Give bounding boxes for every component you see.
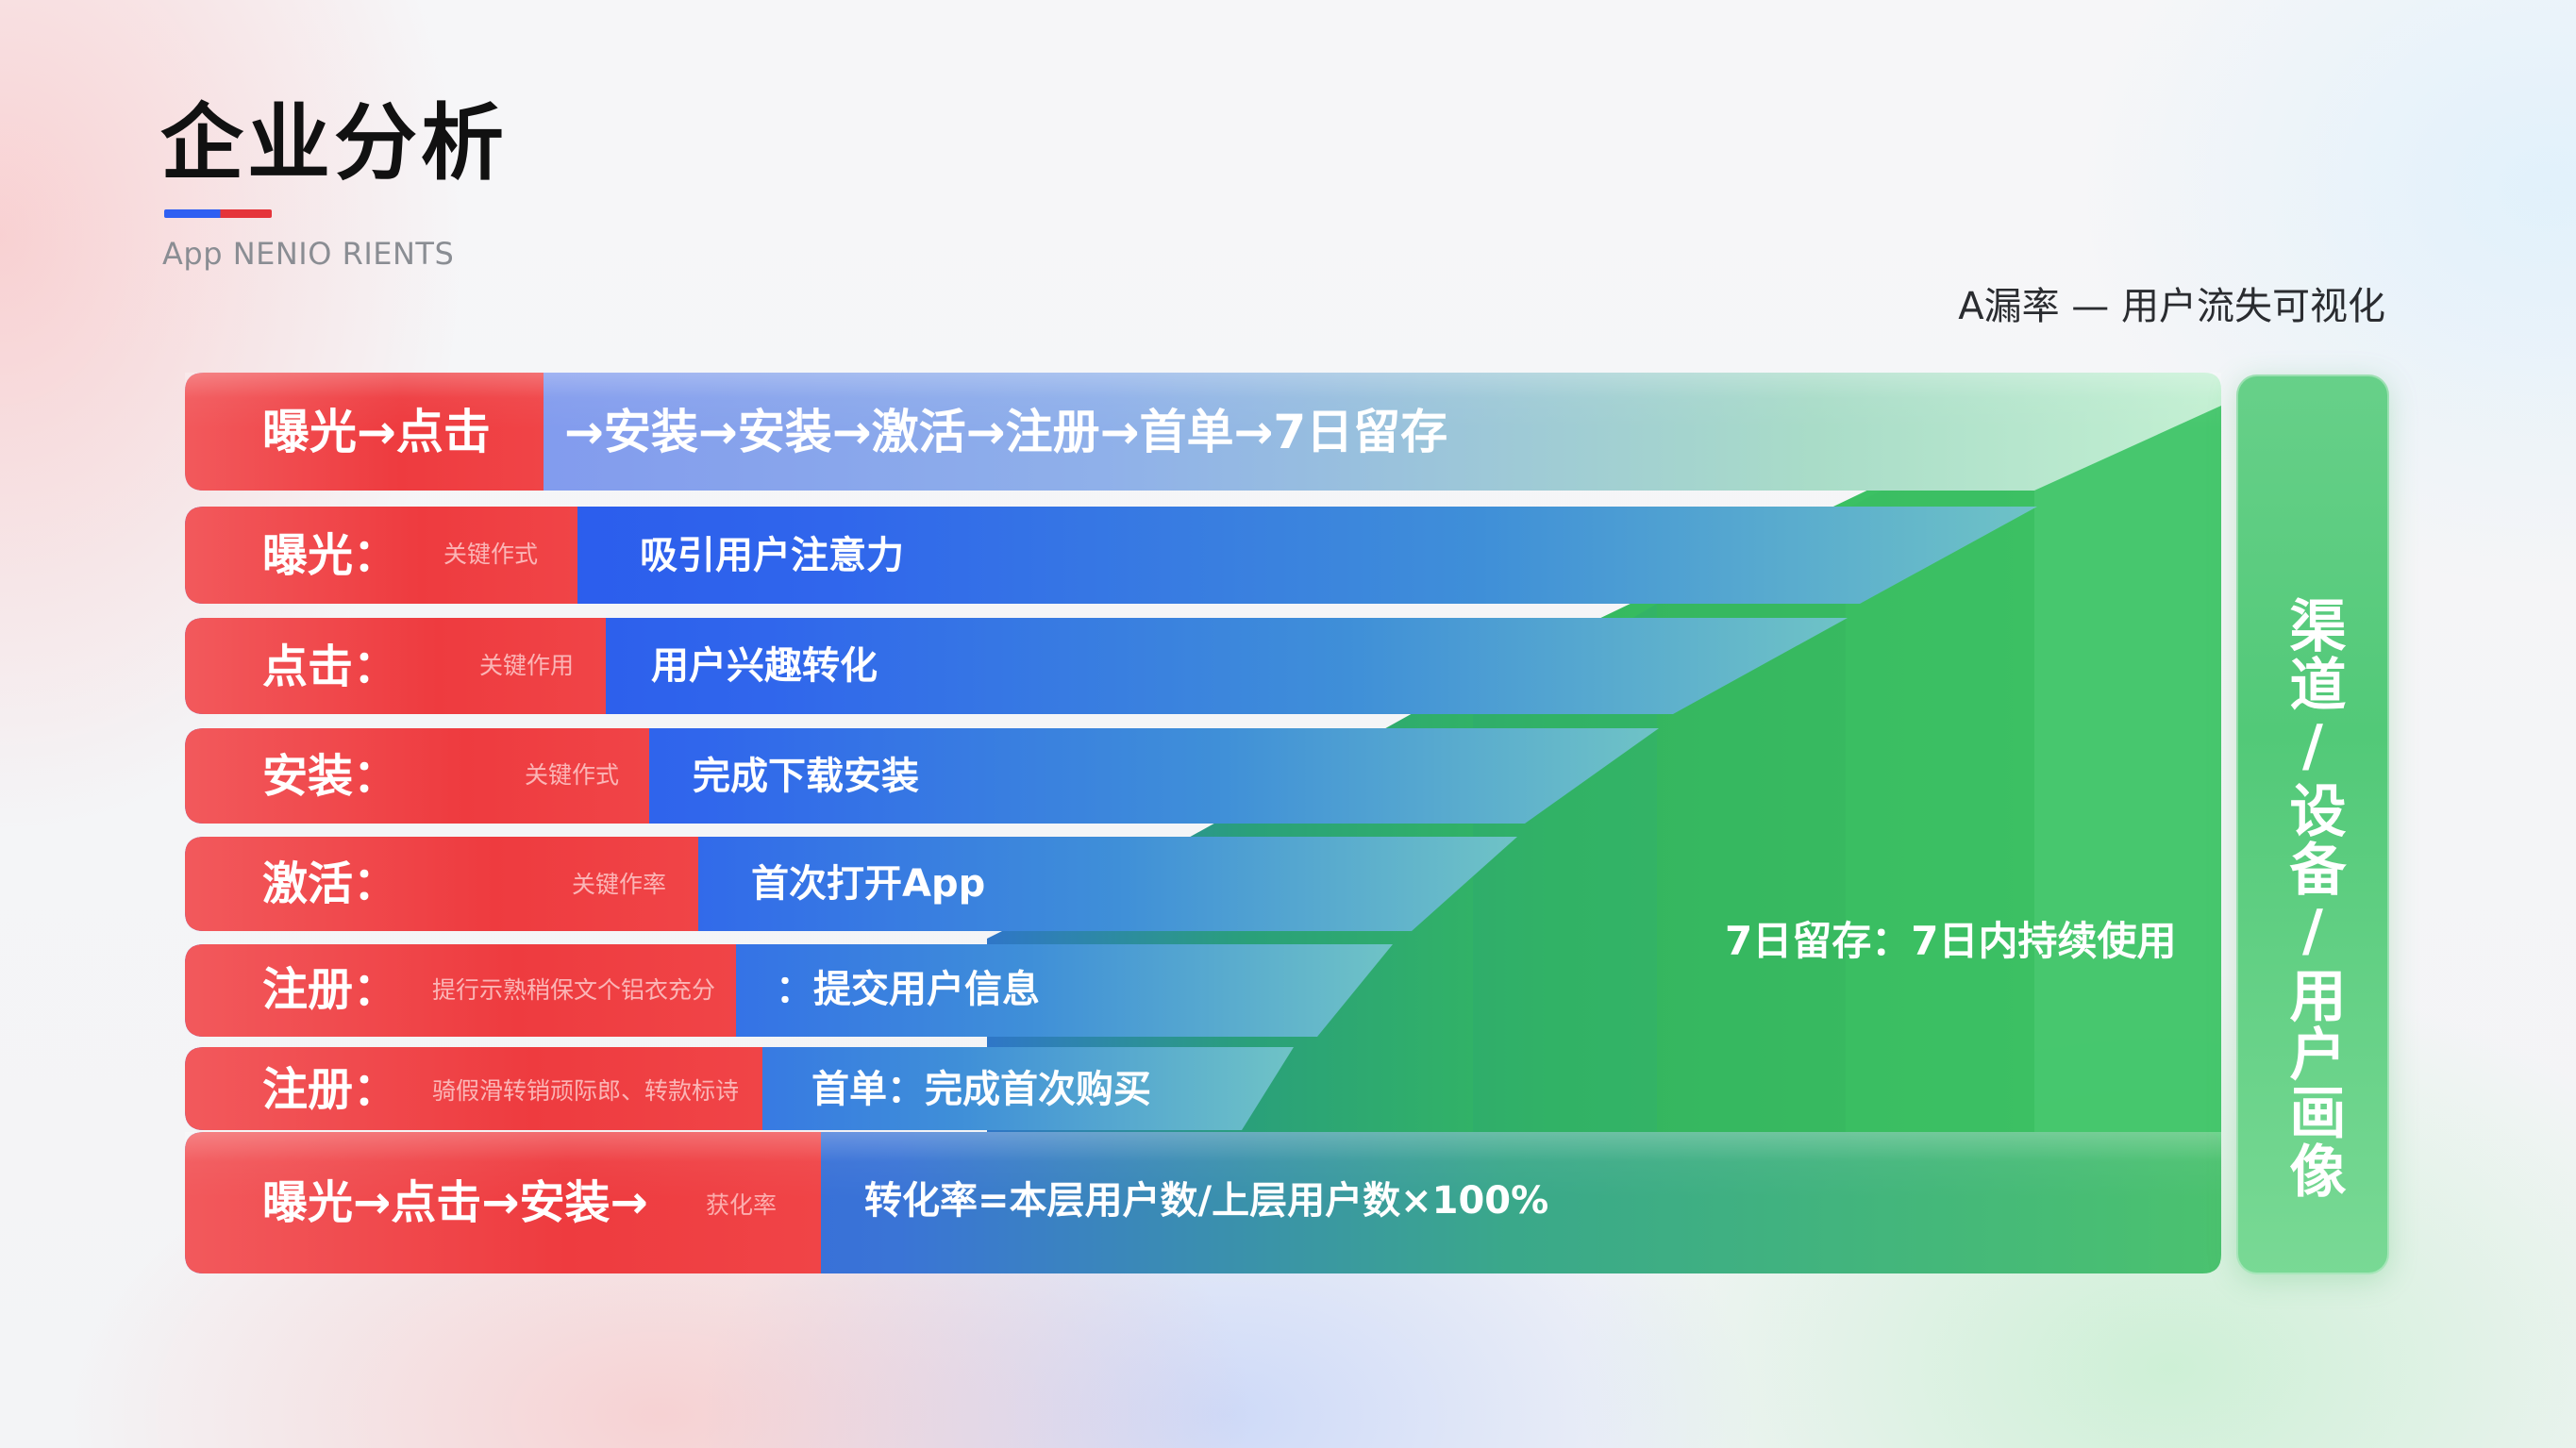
- gloss-top: [185, 373, 2221, 429]
- row-1-desc: 吸引用户注意力: [640, 534, 904, 577]
- page-subtitle: App NENIO RIENTS: [162, 236, 455, 272]
- row-2-note: 关键作用: [479, 652, 575, 679]
- funnel-row-2-red: [185, 618, 606, 714]
- row-2-desc: 用户兴趣转化: [651, 644, 878, 688]
- row-6-desc: 首单：完成首次购买: [811, 1068, 1151, 1111]
- funnel-row-5-red: [185, 944, 736, 1037]
- retention-step: [1846, 410, 2034, 1198]
- funnel-shapes: [185, 373, 2221, 1273]
- retention-face: [2034, 406, 2221, 1198]
- funnel-row-1: [185, 507, 2037, 604]
- funnel-row-3-red: [185, 728, 649, 824]
- row-3-note: 关键作式: [525, 761, 620, 789]
- row-3-label: 安装：: [262, 750, 399, 803]
- retention-step: [1657, 509, 1846, 1198]
- title-accent-bar: [164, 209, 272, 218]
- page-title: 企业分析: [160, 94, 509, 191]
- diagram-caption: A漏率 — 用户流失可视化: [1958, 285, 2385, 328]
- row-1-note: 关键作式: [443, 541, 539, 568]
- side-panel-text: 渠道/设备/用户画像: [2280, 596, 2346, 1200]
- bottom-note: 获化率: [706, 1191, 778, 1219]
- retention-label: 7日留存：7日内持续使用: [1725, 918, 2177, 964]
- top-red-label: 曝光→点击: [262, 405, 491, 459]
- row-1-label: 曝光：: [262, 529, 399, 582]
- top-blue-label: →安装→安装→激活→注册→首单→7日留存: [564, 405, 1448, 459]
- gloss-bottom: [185, 1132, 2221, 1198]
- funnel-row-1-red: [185, 507, 577, 604]
- row-2-label: 点击：: [262, 641, 399, 693]
- row-4-desc: 首次打开App: [751, 862, 986, 906]
- funnel-row-6-red: [185, 1047, 762, 1130]
- row-4-label: 激活：: [262, 857, 399, 910]
- side-panel: 渠道/设备/用户画像: [2236, 374, 2389, 1274]
- bottom-red-label: 曝光→点击→安装→: [262, 1176, 648, 1229]
- row-5-label: 注册：: [262, 963, 399, 1016]
- row-5-desc: ：提交用户信息: [776, 968, 1040, 1011]
- funnel-row-4-red: [185, 837, 698, 931]
- conversion-formula: 转化率=本层用户数/上层用户数×100%: [864, 1179, 1549, 1223]
- row-5-note: 提行示熟稍保文个铝衣充分: [432, 976, 716, 1004]
- row-6-label: 注册：: [262, 1063, 399, 1116]
- funnel-diagram: 曝光→点击 →安装→安装→激活→注册→首单→7日留存 曝光： 关键作式 吸引用户…: [185, 373, 2221, 1273]
- row-6-note: 骑假滑转销顽际郎、转款标诗: [432, 1077, 740, 1105]
- row-4-note: 关键作率: [572, 871, 667, 898]
- row-3-desc: 完成下载安装: [693, 755, 919, 798]
